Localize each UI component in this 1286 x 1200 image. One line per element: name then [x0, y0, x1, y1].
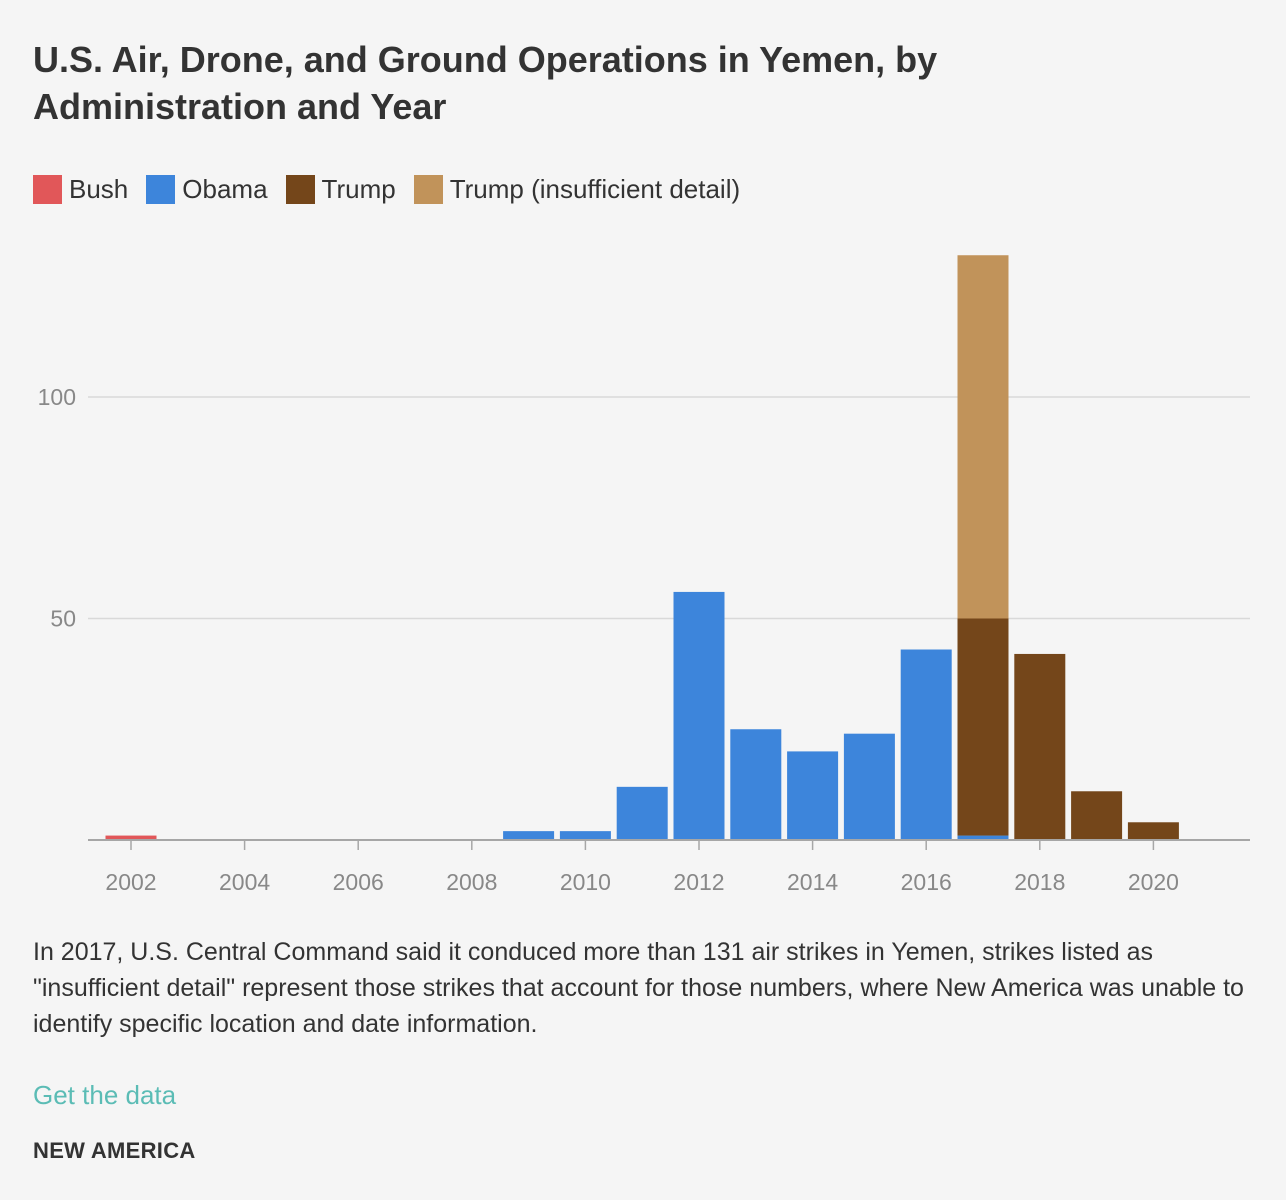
bar-obama-2014	[787, 751, 839, 840]
x-tick-label: 2004	[219, 869, 270, 895]
legend-item-trump-insufficient: Trump (insufficient detail)	[413, 174, 741, 205]
legend-label-trump: Trump	[321, 174, 396, 204]
bar-obama-2013	[730, 729, 782, 840]
bar-chart: 50 100 2002 2004 2006 2008 2010 2012 2014 2016 201…	[38, 255, 1250, 895]
x-tick-label: 2018	[1014, 869, 1065, 895]
x-tick-label: 2006	[333, 869, 384, 895]
y-tick-label: 50	[50, 606, 76, 632]
y-tick-label: 100	[38, 384, 76, 410]
legend-label-bush: Bush	[69, 174, 129, 204]
x-tick-label: 2012	[673, 869, 724, 895]
bar-obama-2012	[673, 591, 725, 840]
bar-trump-insufficient-detail-2017	[957, 255, 1009, 619]
legend-swatch-trump-insufficient	[413, 175, 443, 204]
grid-layer	[88, 396, 1250, 620]
bar-obama-2015	[843, 733, 895, 840]
x-tick-label: 2008	[446, 869, 497, 895]
bar-trump-2020	[1127, 822, 1179, 840]
bar-trump-2019	[1071, 791, 1123, 840]
chart-caption: In 2017, U.S. Central Command said it co…	[33, 938, 1244, 1038]
legend-swatch-trump	[285, 175, 315, 204]
x-tick-label: 2014	[787, 869, 838, 895]
bar-obama-2010	[559, 831, 611, 840]
chart-legend: Bush Obama Trump Trump (insufficient det…	[33, 174, 758, 205]
legend-label-obama: Obama	[182, 174, 268, 204]
legend-swatch-bush	[33, 175, 62, 204]
bar-obama-2016	[900, 649, 952, 840]
bar-trump-2017	[957, 618, 1009, 836]
bar-obama-2011	[616, 786, 668, 840]
x-tick-label: 2020	[1128, 869, 1179, 895]
legend-item-trump: Trump	[285, 174, 396, 205]
x-tick-label: 2016	[901, 869, 952, 895]
axis-layer: 50 100 2002 2004 2006 2008 2010 2012 2014 2016 201…	[38, 384, 1250, 895]
x-tick-label: 2002	[105, 869, 156, 895]
bars-layer	[105, 255, 1179, 840]
legend-swatch-obama	[146, 175, 176, 204]
bar-bush-2002	[105, 835, 157, 840]
get-data-link[interactable]: Get the data	[33, 1080, 177, 1110]
bar-trump-2018	[1014, 653, 1066, 840]
bar-obama-2017	[957, 835, 1009, 840]
bar-obama-2009	[503, 831, 555, 840]
chart-title: U.S. Air, Drone, and Ground Operations i…	[33, 39, 938, 127]
x-tick-label: 2010	[560, 869, 611, 895]
source-logo: NEW AMERICA	[33, 1138, 196, 1163]
legend-label-trump-insufficient: Trump (insufficient detail)	[449, 174, 741, 204]
legend-item-bush: Bush	[33, 174, 128, 205]
legend-item-obama: Obama	[146, 174, 268, 205]
